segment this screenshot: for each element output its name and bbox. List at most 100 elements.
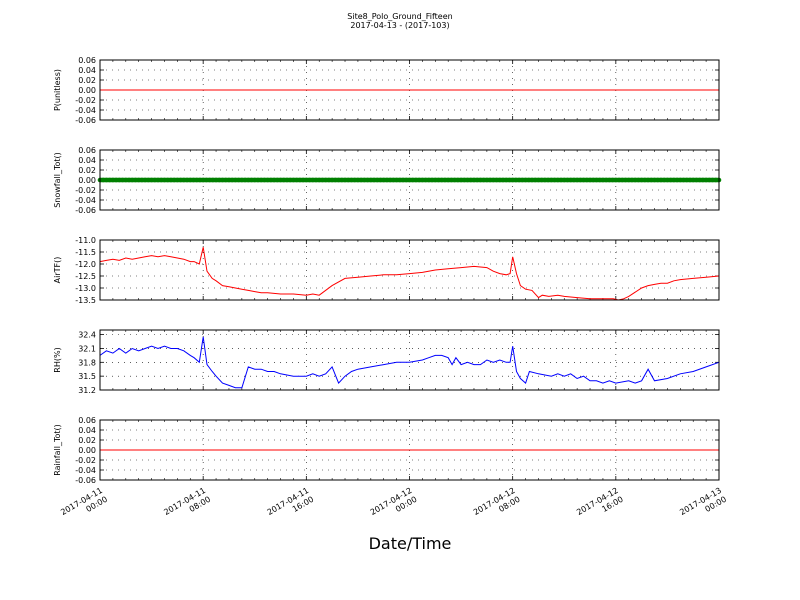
panel-2-data-point xyxy=(703,177,709,183)
panel-3-ytick-label: -13.5 xyxy=(75,296,96,305)
x-tick-label: 2017-04-1200:00 xyxy=(369,486,419,526)
panel-2-data-point xyxy=(110,177,116,183)
panel-2-data-point xyxy=(445,177,451,183)
panel-2-frame xyxy=(99,149,720,211)
panel-2-data-point xyxy=(636,177,641,183)
panel-2-data-point xyxy=(304,177,309,183)
panel-2-data-point xyxy=(552,177,557,183)
panel-2-data-point xyxy=(410,177,416,183)
panel-2-data-point xyxy=(503,177,509,183)
panel-2-data-point xyxy=(665,177,670,183)
panel-2-data-point xyxy=(626,177,632,183)
panel-2-data-point xyxy=(255,177,261,183)
panel-2-data-point xyxy=(619,177,625,183)
panel-2-data-point xyxy=(539,177,544,183)
panel-2-data-point xyxy=(674,177,680,183)
panel-2-ytick-label: 0.06 xyxy=(78,146,96,155)
panel-2-data-point xyxy=(187,177,193,183)
panel-2-data-point xyxy=(374,177,380,183)
panel-2-data-point xyxy=(249,177,254,183)
panel-2-data-point xyxy=(423,177,428,183)
panel-5-ytick-label: 0.02 xyxy=(78,436,96,445)
panel-1-ytick-label: 0.00 xyxy=(78,86,96,95)
panel-3-ytick-label: -12.0 xyxy=(75,260,96,269)
panel-3-ytick-label: -13.0 xyxy=(75,284,96,293)
panel-2-data-point xyxy=(297,177,303,183)
panel-2-data-point xyxy=(420,177,425,183)
panel-2-data-point xyxy=(265,177,270,183)
panel-2-data-point xyxy=(149,177,154,183)
panel-2-data-point xyxy=(333,177,338,183)
panel-2-data-point xyxy=(381,177,387,183)
panel-2-data-point xyxy=(500,177,506,183)
panel-4-ytick-label: 31.5 xyxy=(78,372,96,381)
panel-2-data-point xyxy=(571,177,577,183)
panel-2-data-point xyxy=(629,177,635,183)
panel-2-data-point xyxy=(610,177,615,183)
panel-2-data-point xyxy=(284,177,290,183)
panel-2-data-point xyxy=(458,177,464,183)
panel-2-data-point xyxy=(287,177,293,183)
panel-3-ytick-label: -11.5 xyxy=(75,248,96,257)
panel-2-data-point xyxy=(574,177,580,183)
panel-2-data-point xyxy=(565,177,570,183)
panel-2-data-point xyxy=(107,177,112,183)
panel-2-data-point xyxy=(194,177,200,183)
panel-2-data-point xyxy=(478,177,483,183)
panel-4-frame xyxy=(99,329,720,391)
panel-2-data-point xyxy=(329,177,335,183)
panel-1-ytick-label: 0.02 xyxy=(78,76,96,85)
panel-3-frame xyxy=(99,239,720,301)
panel-2-data-point xyxy=(642,177,648,183)
panel-2-data-point xyxy=(229,177,235,183)
panel-2-data-point xyxy=(707,177,712,183)
panel-2-data-point xyxy=(545,177,551,183)
panel-2-ytick-label: -0.02 xyxy=(75,186,96,195)
panel-2-data-point xyxy=(536,177,541,183)
panel-2-data-point xyxy=(416,177,422,183)
panel-2-ytick-label: -0.04 xyxy=(75,196,96,205)
panel-2-ytick-label: 0.04 xyxy=(78,156,96,165)
panel-2-data-point xyxy=(362,177,367,183)
panel-2-data-point xyxy=(246,177,251,183)
panel-2-data-point xyxy=(113,177,119,183)
panel-2-data-point xyxy=(590,177,596,183)
panel-2-data-point xyxy=(436,177,441,183)
panel-2-data-point xyxy=(320,177,325,183)
panel-2-data-point xyxy=(181,177,187,183)
panel-2-data-point xyxy=(223,177,229,183)
panel-2-data-point xyxy=(648,177,654,183)
panel-2-data-point xyxy=(468,177,474,183)
panel-2-data-point xyxy=(236,177,241,183)
panel-2-data-point xyxy=(371,177,377,183)
panel-2-data-point xyxy=(326,177,332,183)
panel-2-data-point xyxy=(520,177,525,183)
panel-2-data-point xyxy=(171,177,177,183)
panel-2-data-point xyxy=(694,177,699,183)
panel-2-data-point xyxy=(526,177,532,183)
panel-2-data-point xyxy=(178,177,183,183)
panel-2-data-point xyxy=(210,177,216,183)
panel-2-data-point xyxy=(597,177,603,183)
panel-2-data-point xyxy=(242,177,248,183)
panel-2-data-point xyxy=(307,177,312,183)
panel-2-data-point xyxy=(191,177,196,183)
panel-2-data-point xyxy=(133,177,138,183)
panel-5-ytick-label: 0.00 xyxy=(78,446,96,455)
panel-1-ytick-label: 0.04 xyxy=(78,66,96,75)
panel-2-data-point xyxy=(352,177,357,183)
panel-5-ytick-label: 0.06 xyxy=(78,416,96,425)
panel-2-data-point xyxy=(549,177,554,183)
panel-4-series-line xyxy=(99,336,720,389)
x-tick-label: 2017-04-1100:00 xyxy=(59,486,109,526)
panel-2-data-point xyxy=(684,177,690,183)
panel-2-data-point xyxy=(358,177,364,183)
panel-2-data-point xyxy=(394,177,399,183)
panel-2-data-point xyxy=(300,177,306,183)
panel-2-data-point xyxy=(681,177,686,183)
x-axis-label: Date/Time xyxy=(368,534,452,553)
panel-2-data-point xyxy=(658,177,664,183)
panel-3-ylabel: AirTF() xyxy=(53,257,62,284)
panel-2-data-point xyxy=(136,177,141,183)
panel-2-ytick-label: 0.00 xyxy=(78,176,96,185)
